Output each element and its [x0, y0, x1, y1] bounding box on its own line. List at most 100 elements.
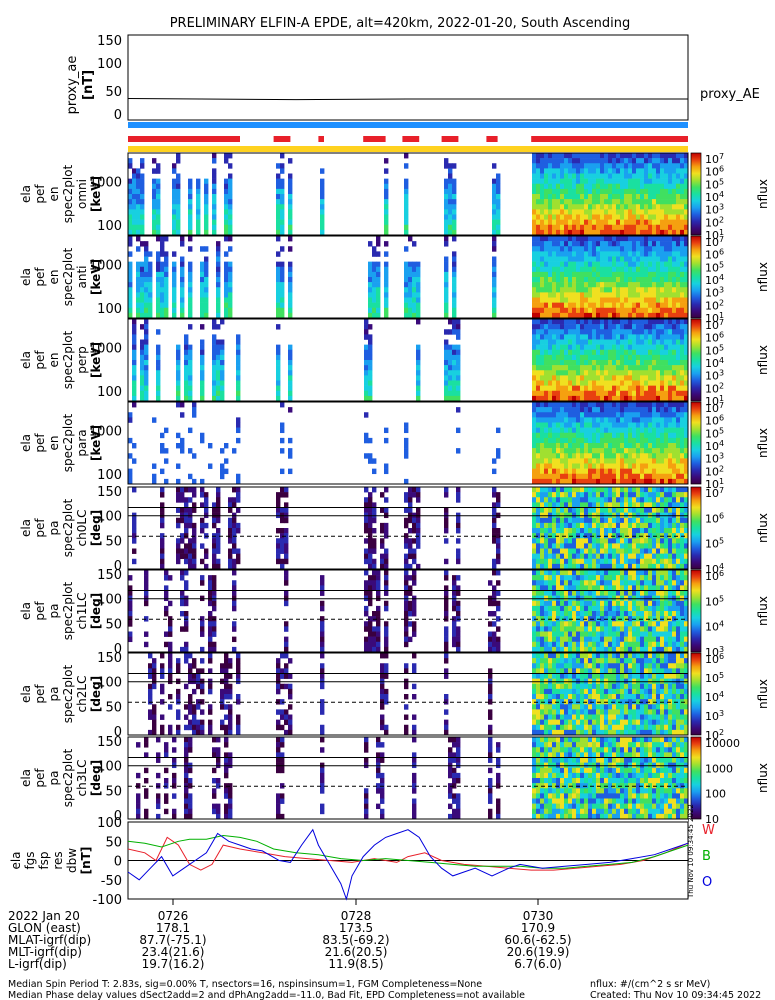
spectrogram-cell — [608, 473, 613, 480]
spectrogram-cell — [648, 292, 653, 298]
spectrogram-cell — [556, 492, 561, 498]
spectrogram-cell — [176, 487, 181, 493]
spectrogram-cell — [616, 370, 621, 376]
spectrogram-cell — [616, 522, 621, 529]
spectrogram-cell — [612, 497, 617, 503]
spectrogram-cell — [128, 188, 133, 195]
spectrogram-cell — [604, 224, 609, 231]
spectrogram-cell — [544, 538, 549, 544]
spectrogram-cell — [640, 365, 645, 371]
spectrogram-cell — [672, 307, 677, 314]
spectrogram-cell — [320, 585, 325, 591]
spectrogram-cell — [652, 360, 657, 366]
spectrogram-cell — [612, 188, 617, 195]
spectrogram-cell — [364, 507, 369, 513]
spectrogram-cell — [580, 163, 585, 169]
spectrogram-cell — [384, 266, 389, 273]
spectrogram-cell — [452, 354, 457, 361]
spectrogram-cell — [592, 183, 597, 190]
spectrogram-cell — [496, 453, 501, 459]
spectrogram-cell — [536, 412, 541, 418]
spectrogram-cell — [664, 178, 669, 185]
spectrogram-cell — [552, 153, 557, 159]
spectrogram-cell — [684, 194, 689, 200]
spectrogram-cell — [648, 153, 653, 159]
spectrogram-cell — [552, 478, 557, 485]
spectrogram-cell — [620, 390, 625, 397]
spectrogram-cell — [572, 277, 577, 283]
spectrogram-cell — [604, 473, 609, 480]
spectrogram-cell — [612, 402, 617, 408]
spectrogram-cell — [132, 349, 137, 356]
spectrogram-ylabel: spec2plot — [61, 247, 75, 306]
spectrogram-cell — [196, 183, 201, 190]
spectrogram-cell — [564, 453, 569, 459]
spectrogram-cell — [624, 188, 629, 195]
spectrogram-cell — [664, 543, 669, 549]
spectrogram-cell — [212, 349, 217, 356]
spectrogram-cell — [560, 385, 565, 392]
spectrogram-cell — [648, 522, 653, 529]
spectrogram-cell — [368, 631, 373, 637]
spectrogram-cell — [368, 621, 373, 627]
spectrogram-cell — [628, 344, 633, 351]
spectrogram-cell — [580, 261, 585, 268]
spectrogram-cell — [408, 261, 413, 268]
spectrogram-cell — [644, 302, 649, 309]
spectrogram-cell — [552, 553, 557, 560]
spectrogram-cell — [624, 209, 629, 215]
spectrogram-cell — [544, 229, 549, 236]
spectrogram-cell — [672, 251, 677, 257]
spectrogram-cell — [180, 611, 185, 617]
spectrogram-cell — [628, 385, 633, 392]
spectrogram-cell — [448, 229, 453, 236]
spectrogram-cell — [624, 548, 629, 554]
spectrogram-cell — [636, 563, 641, 570]
spectrogram-cell — [496, 543, 501, 549]
spectrogram-cell — [668, 344, 673, 351]
spectrogram-cell — [604, 370, 609, 376]
spectrogram-cell — [596, 292, 601, 298]
spectrogram-cell — [532, 183, 537, 190]
spectrogram-cell — [640, 329, 645, 335]
spectrogram-cell — [404, 266, 409, 273]
spectrogram-cell — [676, 538, 681, 544]
spectrogram-cell — [452, 329, 457, 335]
spectrogram-cell — [616, 354, 621, 361]
spectrogram-cell — [452, 282, 457, 288]
spectrogram-frame — [127, 235, 689, 319]
spectrogram-cell — [640, 543, 645, 549]
spectrogram-cell — [612, 199, 617, 205]
spectrogram-cell — [560, 543, 565, 549]
spectrogram-cell — [632, 153, 637, 159]
spectrogram-cell — [556, 214, 561, 220]
spectrogram-cell — [140, 204, 145, 210]
spectrogram-cell — [672, 528, 677, 534]
spectrogram-cell — [212, 380, 217, 386]
spectrogram-cell — [404, 229, 409, 236]
spectrogram-cell — [628, 443, 633, 449]
status-red-segment-1 — [273, 136, 291, 142]
spectrogram-cell — [628, 412, 633, 418]
spectrogram-cell — [620, 287, 625, 293]
spectrogram-ytick: 0 — [114, 559, 122, 574]
spectrogram-cell — [604, 236, 609, 242]
spectrogram-cell — [564, 517, 569, 524]
spectrogram-cell — [664, 188, 669, 195]
spectrogram-cell — [288, 287, 293, 293]
spectrogram-cell — [560, 563, 565, 570]
spectrogram-cell — [644, 502, 649, 508]
spectrogram-cell — [636, 354, 641, 361]
spectrogram-cell — [456, 590, 461, 596]
spectrogram-cell — [608, 548, 613, 554]
spectrogram-cell — [456, 605, 461, 612]
spectrogram-cell — [680, 214, 685, 220]
spectrogram-cell — [652, 261, 657, 268]
spectrogram-cell — [204, 497, 209, 503]
spectrogram-cell — [544, 224, 549, 231]
spectrogram-cell — [552, 241, 557, 247]
spectrogram-cell — [412, 292, 417, 298]
spectrogram-cell — [556, 339, 561, 345]
spectrogram-cell — [228, 271, 233, 278]
spectrogram-cell — [544, 448, 549, 454]
